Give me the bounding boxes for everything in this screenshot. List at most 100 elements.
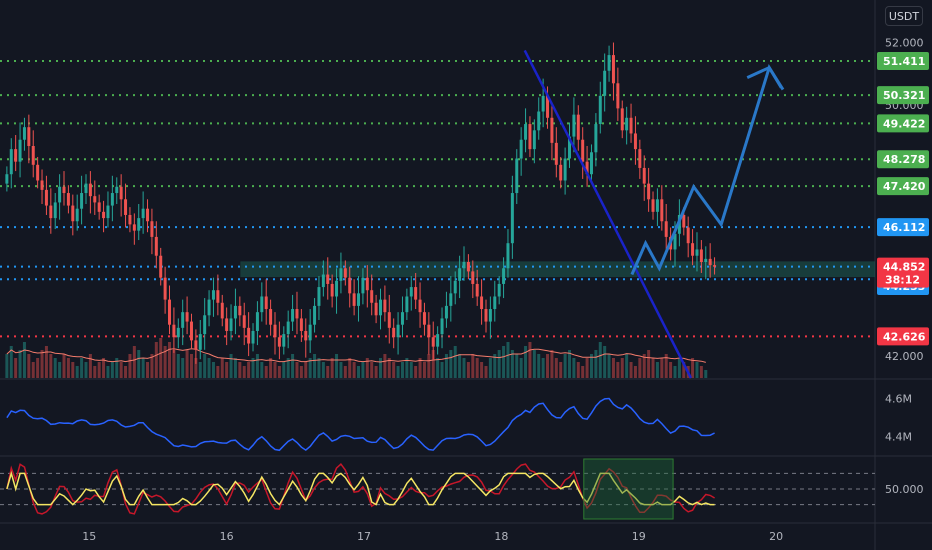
time-tick-label: 20	[769, 530, 783, 543]
candle-body	[185, 312, 189, 322]
candle-body	[31, 146, 35, 165]
candle	[181, 299, 185, 346]
candle-body	[97, 202, 101, 212]
candle	[251, 323, 255, 352]
candle	[414, 272, 418, 310]
candle-body	[699, 249, 703, 262]
volume-bar	[172, 350, 176, 378]
candle	[532, 119, 536, 164]
volume-bar	[176, 354, 180, 378]
candle-body	[308, 324, 312, 341]
volume-bar	[211, 362, 215, 378]
volume-bar	[22, 342, 26, 378]
candle	[75, 194, 79, 231]
candle	[572, 97, 576, 153]
candle	[110, 175, 114, 222]
candle	[400, 296, 404, 338]
candle-body	[75, 208, 79, 222]
candle-body	[313, 305, 317, 325]
candle-body	[414, 287, 418, 300]
volume-bar	[585, 358, 589, 378]
candle	[84, 174, 88, 204]
indicator-1-line	[6, 397, 715, 452]
candle-body	[343, 268, 347, 278]
candle	[607, 45, 611, 82]
candle-body	[80, 193, 84, 209]
volume-bar	[5, 354, 9, 378]
candle	[616, 67, 620, 121]
volume-bar	[115, 358, 119, 378]
volume-bar	[458, 354, 462, 378]
volume-bar	[497, 350, 501, 378]
candle-body	[242, 315, 246, 328]
candle-body	[651, 199, 655, 212]
candle-body	[5, 174, 9, 184]
volume-bar	[295, 362, 299, 378]
candle	[255, 301, 259, 346]
candle-body	[146, 208, 150, 222]
candle-body	[497, 283, 501, 297]
volume-bar	[414, 366, 418, 378]
candle	[176, 318, 180, 349]
candle	[480, 279, 484, 325]
volume-bar	[655, 362, 659, 378]
candle-body	[264, 296, 268, 310]
candle	[704, 246, 708, 280]
candle	[295, 291, 299, 335]
volume-bar	[625, 354, 629, 378]
candle-body	[66, 193, 70, 206]
candle-body	[550, 117, 554, 143]
candle-body	[189, 321, 193, 341]
volume-ma-line	[6, 348, 706, 363]
candle-body	[405, 296, 409, 313]
volume-bar	[189, 354, 193, 378]
candle-body	[49, 205, 53, 219]
candle-body	[348, 277, 352, 294]
volume-bar	[27, 354, 31, 378]
candle	[559, 156, 563, 189]
volume-bar	[502, 346, 506, 378]
candle	[664, 204, 668, 253]
candle	[93, 180, 97, 215]
volume-bar	[629, 362, 633, 378]
candle-body	[607, 55, 611, 71]
volume-bar	[124, 366, 128, 378]
volume-bar	[383, 354, 387, 378]
candle-body	[216, 290, 220, 303]
time-tick-label: 18	[494, 530, 508, 543]
volume-bar	[506, 342, 510, 378]
volume-bar	[436, 358, 440, 378]
volume-bar	[207, 358, 211, 378]
volume-bar	[233, 358, 237, 378]
candle-body	[251, 330, 255, 344]
volume-bar	[247, 362, 251, 378]
candle	[330, 274, 334, 308]
volume-bar	[647, 350, 651, 378]
candle	[321, 260, 325, 297]
candle-body	[119, 186, 123, 200]
candle	[150, 208, 154, 255]
candle	[620, 100, 624, 139]
volume-bar	[400, 362, 404, 378]
candle-body	[458, 268, 462, 281]
level-tag-bg	[877, 218, 929, 237]
volume-bar	[396, 366, 400, 378]
candle	[515, 149, 519, 204]
candle-body	[383, 299, 387, 313]
candle	[589, 144, 593, 183]
candle-body	[638, 149, 642, 168]
candle	[229, 304, 233, 341]
candle-body	[40, 180, 44, 190]
candle-body	[664, 221, 668, 237]
time-tick-label: 16	[220, 530, 234, 543]
currency-button[interactable]: USDT	[885, 6, 923, 26]
candle	[58, 174, 62, 220]
candle	[550, 105, 554, 161]
volume-bar	[238, 362, 242, 378]
volume-bar	[242, 366, 246, 378]
candle-body	[642, 167, 646, 184]
volume-bar	[163, 346, 167, 378]
volume-bar	[159, 338, 163, 378]
